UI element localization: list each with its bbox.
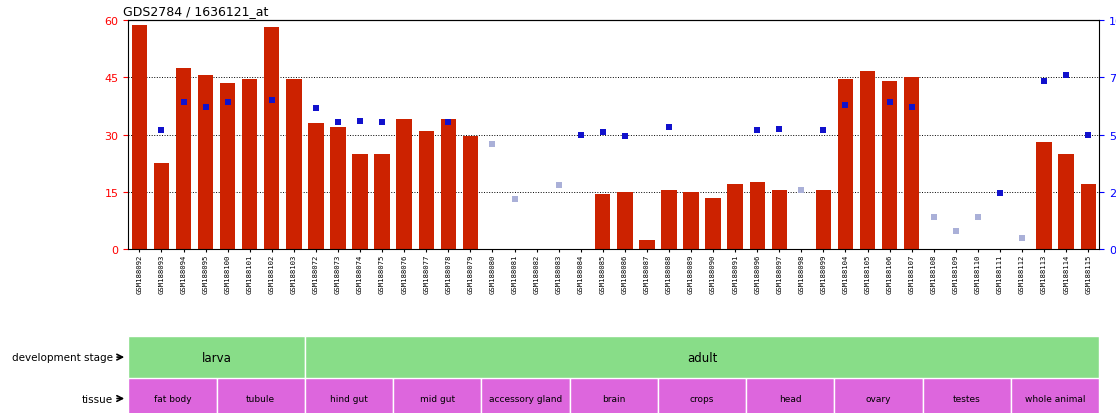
Bar	[882, 82, 897, 250]
Bar	[481, 378, 569, 413]
Bar	[1080, 185, 1096, 250]
Bar	[835, 378, 923, 413]
Bar	[728, 185, 743, 250]
Text: GDS2784 / 1636121_at: GDS2784 / 1636121_at	[124, 5, 269, 18]
Bar	[305, 378, 393, 413]
Bar	[396, 120, 412, 250]
Bar	[658, 378, 747, 413]
Bar	[393, 378, 481, 413]
Bar	[264, 28, 279, 250]
Bar	[1058, 154, 1074, 250]
Bar	[595, 195, 610, 250]
Bar	[353, 154, 368, 250]
Bar	[305, 337, 1099, 378]
Text: head: head	[779, 394, 801, 403]
Bar	[662, 191, 676, 250]
Text: accessory gland: accessory gland	[489, 394, 562, 403]
Bar	[308, 124, 324, 250]
Bar	[683, 192, 699, 250]
Bar	[771, 191, 787, 250]
Bar	[838, 80, 854, 250]
Text: mid gut: mid gut	[420, 394, 455, 403]
Bar	[220, 84, 235, 250]
Bar	[132, 26, 147, 250]
Text: testes: testes	[953, 394, 981, 403]
Text: development stage: development stage	[12, 352, 113, 362]
Text: brain: brain	[603, 394, 625, 403]
Bar	[176, 69, 191, 250]
Bar	[128, 378, 217, 413]
Bar	[242, 80, 258, 250]
Text: whole animal: whole animal	[1024, 394, 1086, 403]
Bar	[1011, 378, 1099, 413]
Bar	[639, 240, 655, 250]
Bar	[286, 80, 301, 250]
Bar	[569, 378, 658, 413]
Bar	[816, 191, 831, 250]
Bar	[747, 378, 835, 413]
Bar	[374, 154, 389, 250]
Text: hind gut: hind gut	[330, 394, 368, 403]
Text: ovary: ovary	[866, 394, 892, 403]
Bar	[859, 72, 875, 250]
Bar	[923, 378, 1011, 413]
Text: crops: crops	[690, 394, 714, 403]
Bar	[330, 128, 346, 250]
Bar	[463, 137, 478, 250]
Bar	[705, 198, 721, 250]
Bar	[154, 164, 170, 250]
Text: larva: larva	[202, 351, 231, 364]
Bar	[617, 192, 633, 250]
Text: adult: adult	[686, 351, 718, 364]
Bar	[418, 131, 434, 250]
Text: fat body: fat body	[154, 394, 191, 403]
Bar	[441, 120, 456, 250]
Text: tissue: tissue	[81, 394, 113, 404]
Bar	[128, 337, 305, 378]
Text: tubule: tubule	[247, 394, 276, 403]
Bar	[750, 183, 764, 250]
Bar	[1037, 143, 1051, 250]
Bar	[198, 76, 213, 250]
Bar	[217, 378, 305, 413]
Bar	[904, 78, 920, 250]
